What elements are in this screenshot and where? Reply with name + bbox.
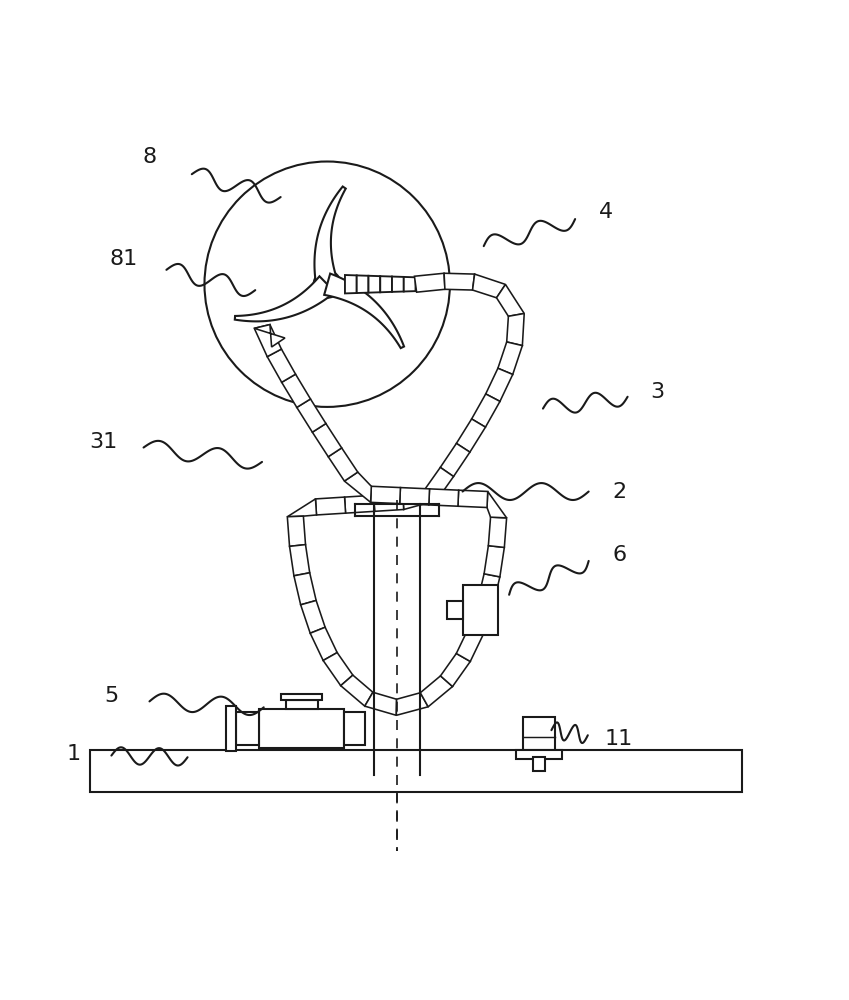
- Polygon shape: [457, 419, 486, 452]
- Polygon shape: [255, 325, 285, 347]
- Polygon shape: [345, 495, 374, 513]
- Polygon shape: [267, 349, 295, 382]
- Polygon shape: [424, 467, 453, 500]
- Polygon shape: [484, 546, 504, 577]
- Text: 31: 31: [89, 432, 117, 452]
- Polygon shape: [371, 486, 401, 504]
- Polygon shape: [357, 275, 368, 293]
- Text: 1: 1: [66, 744, 81, 764]
- Text: 6: 6: [612, 545, 627, 565]
- Polygon shape: [340, 675, 373, 706]
- Bar: [523, 717, 554, 750]
- Polygon shape: [316, 497, 346, 515]
- Polygon shape: [420, 676, 453, 707]
- Bar: [236, 712, 260, 745]
- Bar: [226, 706, 236, 751]
- Text: 2: 2: [612, 482, 627, 502]
- Polygon shape: [400, 488, 430, 505]
- Polygon shape: [456, 628, 483, 661]
- Polygon shape: [486, 368, 513, 401]
- Bar: [282, 694, 322, 700]
- Bar: [533, 757, 545, 771]
- Polygon shape: [368, 276, 380, 293]
- Polygon shape: [477, 574, 500, 606]
- Polygon shape: [314, 187, 346, 287]
- Polygon shape: [469, 601, 493, 634]
- Polygon shape: [297, 399, 326, 432]
- Bar: [260, 709, 344, 748]
- Polygon shape: [497, 284, 524, 316]
- Polygon shape: [402, 491, 436, 510]
- Text: 5: 5: [104, 686, 119, 706]
- Polygon shape: [507, 313, 524, 346]
- Polygon shape: [444, 273, 475, 290]
- Polygon shape: [473, 274, 505, 298]
- Polygon shape: [365, 692, 396, 715]
- Polygon shape: [429, 489, 458, 506]
- Polygon shape: [282, 374, 311, 407]
- Polygon shape: [324, 274, 404, 348]
- Polygon shape: [396, 693, 428, 715]
- Polygon shape: [414, 273, 445, 292]
- Polygon shape: [488, 517, 507, 547]
- Polygon shape: [287, 516, 306, 546]
- Bar: [90, 750, 742, 792]
- Text: 3: 3: [650, 382, 664, 402]
- Polygon shape: [312, 424, 341, 457]
- Polygon shape: [345, 472, 371, 502]
- Polygon shape: [392, 277, 404, 292]
- Bar: [344, 712, 365, 745]
- Polygon shape: [441, 443, 469, 477]
- Polygon shape: [374, 493, 404, 511]
- Text: 4: 4: [599, 202, 614, 222]
- Text: 8: 8: [143, 147, 156, 167]
- Polygon shape: [235, 276, 335, 321]
- Polygon shape: [458, 490, 487, 508]
- Polygon shape: [294, 573, 316, 605]
- Polygon shape: [441, 653, 470, 687]
- Polygon shape: [498, 342, 522, 374]
- Bar: [516, 750, 561, 759]
- Polygon shape: [487, 491, 507, 518]
- Polygon shape: [345, 275, 357, 293]
- Bar: [447, 601, 463, 619]
- Polygon shape: [287, 499, 317, 517]
- Circle shape: [313, 271, 340, 298]
- Polygon shape: [290, 545, 310, 576]
- Bar: [286, 700, 318, 709]
- Polygon shape: [323, 653, 353, 686]
- Bar: [463, 585, 498, 635]
- Polygon shape: [255, 325, 281, 357]
- Polygon shape: [472, 394, 500, 427]
- Polygon shape: [404, 277, 415, 291]
- Text: 11: 11: [605, 729, 633, 749]
- Polygon shape: [310, 627, 337, 660]
- Polygon shape: [329, 448, 357, 481]
- Polygon shape: [380, 276, 392, 292]
- Text: 81: 81: [110, 249, 138, 269]
- Polygon shape: [301, 600, 325, 633]
